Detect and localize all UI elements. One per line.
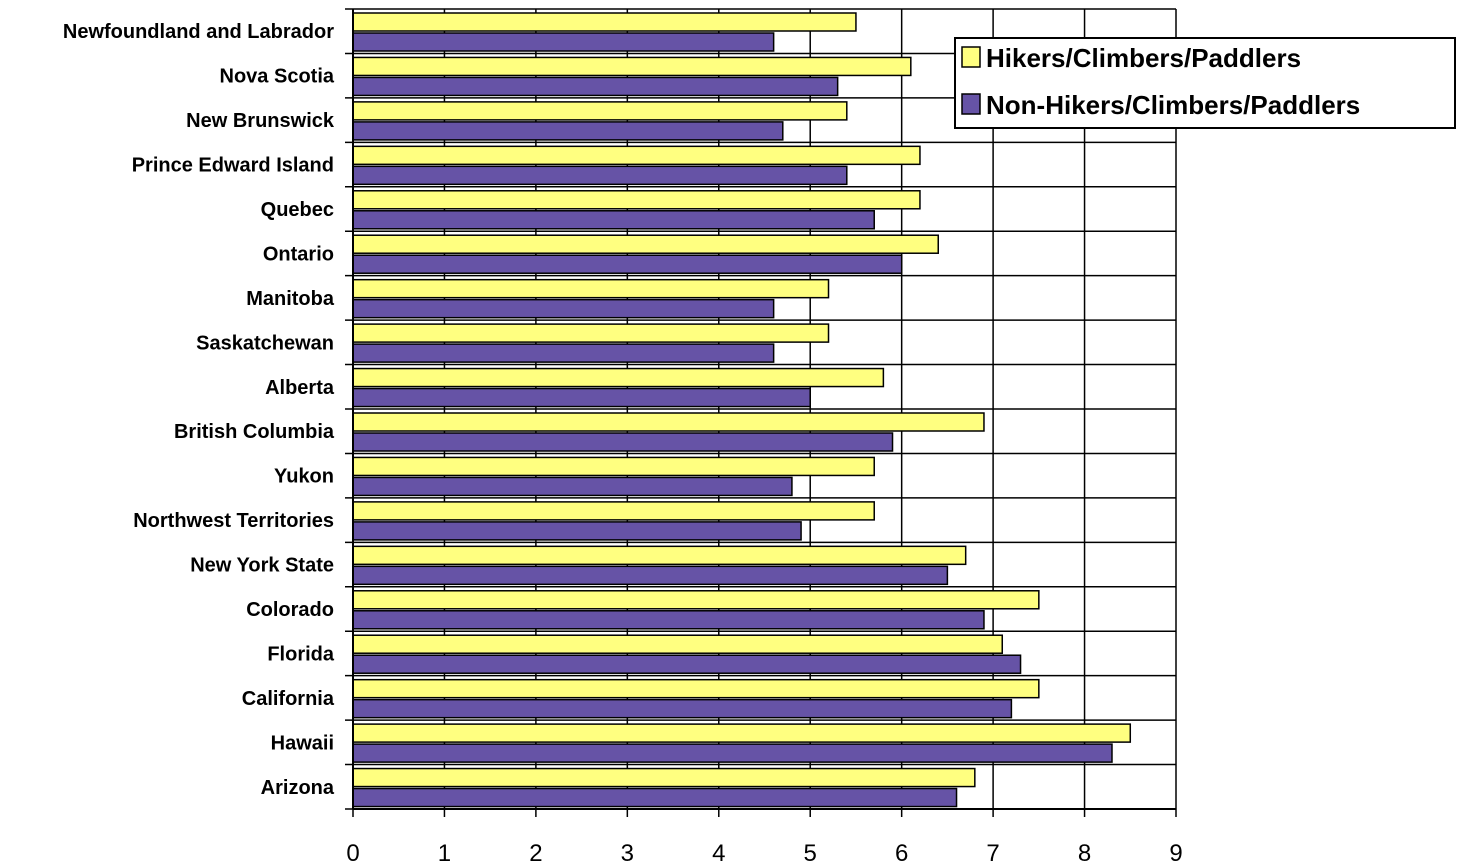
category-label: New Brunswick	[186, 110, 335, 132]
x-tick-label: 2	[529, 840, 542, 865]
legend-box	[954, 37, 1456, 129]
category-label: Saskatchewan	[196, 332, 334, 354]
axes	[352, 9, 1177, 817]
bar-non-hikers	[352, 698, 1013, 719]
bar-hikers	[352, 634, 1004, 654]
bar-non-hikers	[352, 32, 775, 52]
x-tick-label: 3	[621, 840, 634, 865]
category-label: Alberta	[265, 377, 335, 399]
bar-hikers	[352, 367, 885, 388]
category-label: Arizona	[261, 777, 335, 799]
x-tick-label: 4	[712, 840, 725, 865]
bars	[352, 12, 1132, 808]
bar-hikers	[352, 190, 921, 210]
legend-label-non-hikers: Non-Hikers/Climbers/Paddlers	[986, 90, 1360, 120]
bar-hikers	[352, 590, 1040, 610]
bar-hikers	[352, 145, 921, 166]
bar-non-hikers	[352, 121, 784, 141]
legend: Hikers/Climbers/Paddlers Non-Hikers/Clim…	[954, 37, 1456, 129]
bar-hikers	[352, 278, 830, 299]
bar-non-hikers	[352, 387, 811, 408]
bar-hikers	[352, 456, 875, 477]
bar-non-hikers	[352, 521, 802, 541]
bar-non-hikers	[352, 165, 848, 186]
category-label: Florida	[267, 643, 335, 665]
category-label: Colorado	[246, 599, 334, 621]
bar-non-hikers	[352, 787, 958, 808]
legend-label-hikers: Hikers/Climbers/Paddlers	[986, 43, 1301, 73]
x-tick-label: 5	[804, 840, 817, 865]
category-label: Ontario	[263, 243, 334, 265]
bar-non-hikers	[352, 610, 985, 630]
bar-non-hikers	[352, 476, 793, 497]
bar-hikers	[352, 56, 912, 77]
bar-non-hikers	[352, 565, 949, 586]
bar-non-hikers	[352, 76, 839, 97]
x-tick-label: 6	[895, 840, 908, 865]
bar-non-hikers	[352, 210, 875, 230]
bar-non-hikers	[352, 654, 1022, 674]
category-label: Hawaii	[271, 732, 334, 754]
bar-hikers	[352, 767, 976, 788]
category-label: New York State	[190, 555, 334, 577]
x-tick-labels: 0 1 2 3 4 5 6 7 8 9	[346, 840, 1182, 865]
category-label: Newfoundland and Labrador	[63, 21, 334, 43]
bar-hikers	[352, 501, 875, 521]
bar-hikers	[352, 12, 857, 32]
bar-non-hikers	[352, 254, 903, 274]
bar-hikers	[352, 323, 830, 343]
legend-swatch-non-hikers	[961, 93, 981, 115]
bar-non-hikers	[352, 343, 775, 363]
bar-hikers	[352, 101, 848, 121]
category-label: Manitoba	[246, 288, 335, 310]
category-label: British Columbia	[174, 421, 335, 443]
x-tick-label: 0	[346, 840, 359, 865]
category-labels: Newfoundland and Labrador Nova Scotia New …	[63, 21, 335, 799]
category-label: Northwest Territories	[133, 510, 334, 532]
x-tick-label: 1	[438, 840, 451, 865]
bar-hikers	[352, 412, 985, 432]
category-label: Prince Edward Island	[132, 155, 334, 177]
x-tick-label: 9	[1169, 840, 1182, 865]
bar-non-hikers	[352, 298, 775, 319]
category-label: Nova Scotia	[220, 66, 335, 88]
bar-non-hikers	[352, 743, 1113, 763]
bar-hikers	[352, 678, 1040, 699]
x-tick-label: 7	[986, 840, 999, 865]
category-label: Quebec	[261, 199, 334, 221]
category-label: Yukon	[274, 466, 334, 488]
gridlines	[345, 8, 1177, 810]
bar-hikers	[352, 723, 1132, 743]
legend-swatch-hikers	[961, 46, 981, 68]
bar-hikers	[352, 545, 967, 566]
bar-hikers	[352, 234, 939, 254]
bar-non-hikers	[352, 432, 894, 452]
x-tick-label: 8	[1078, 840, 1091, 865]
category-label: California	[242, 688, 335, 710]
